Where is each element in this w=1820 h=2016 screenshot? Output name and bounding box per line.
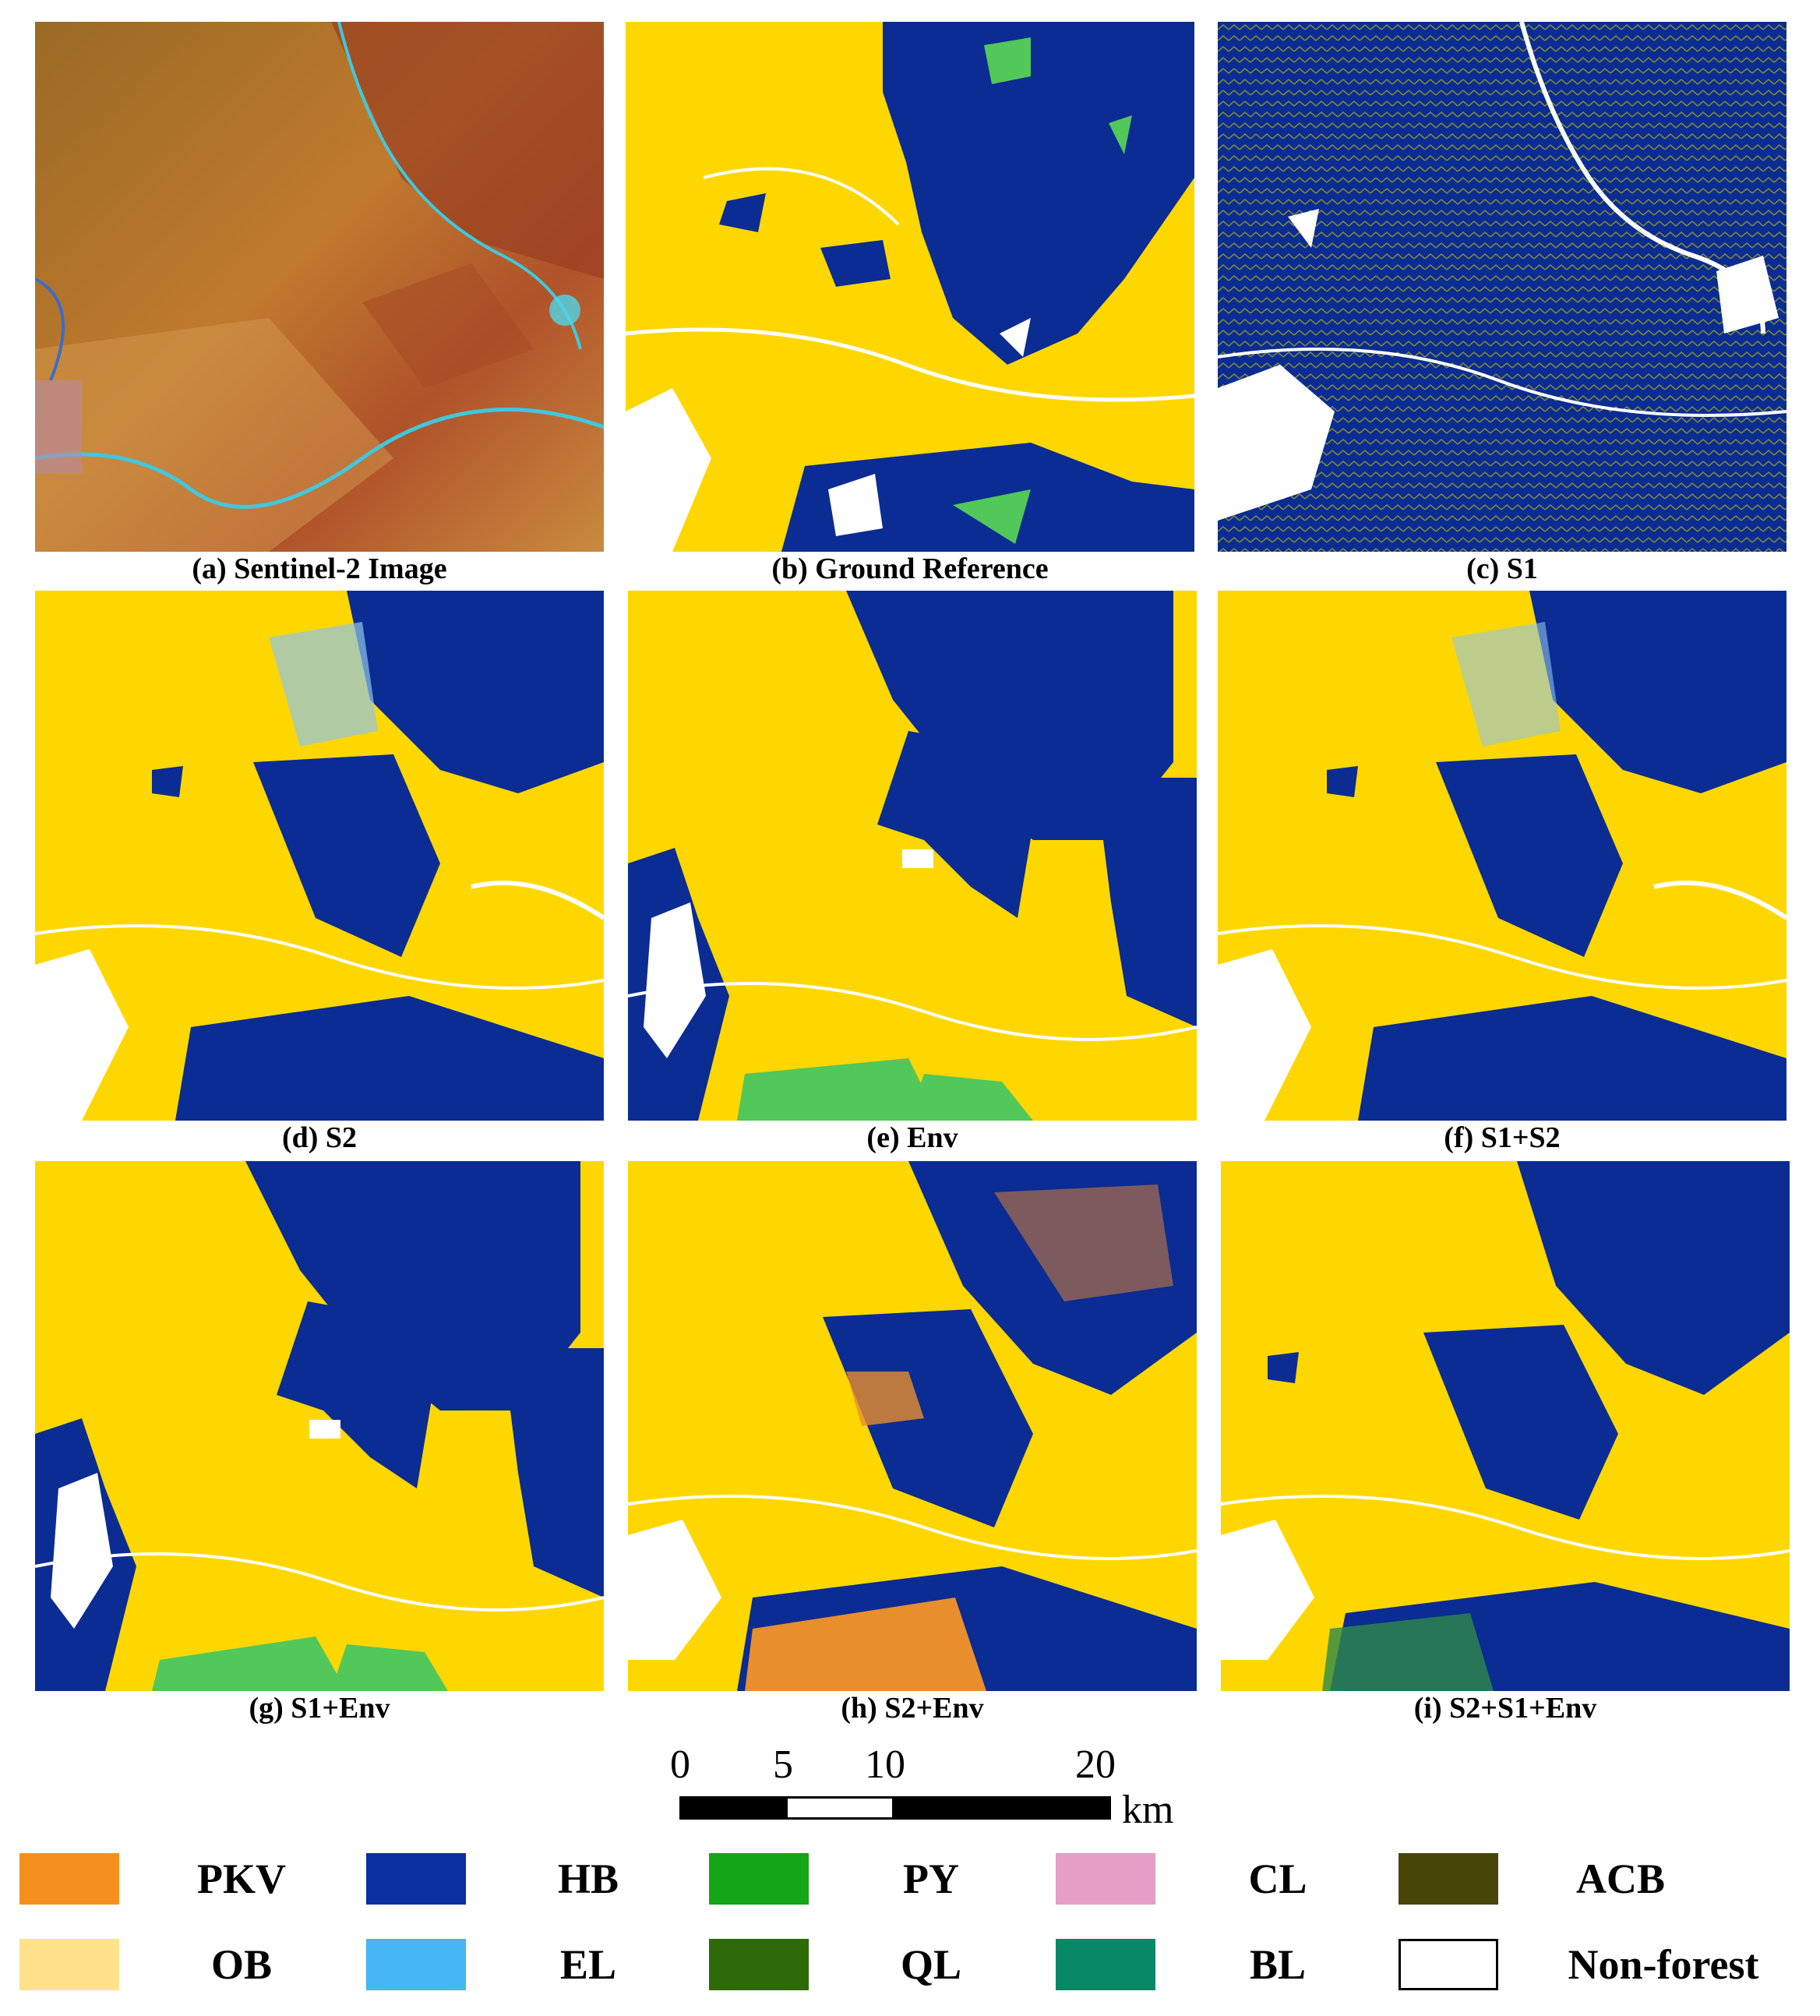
legend-item: CL [1056, 1853, 1383, 1908]
panel-e-env [628, 591, 1197, 1121]
legend-label: OB [210, 1941, 273, 1988]
scale-bar-segment [785, 1796, 894, 1820]
s1-s2-classification-map [1218, 591, 1786, 1121]
legend-swatch [1056, 1939, 1155, 1990]
legend-swatch [1399, 1939, 1498, 1990]
s1-classification-map [1218, 22, 1786, 552]
legend-label: EL [559, 1941, 617, 1988]
legend-item: EL [366, 1939, 693, 1993]
panel-caption: (h) S2+Env [841, 1692, 984, 1725]
legend-label: Non-forest [1568, 1941, 1759, 1988]
legend-item: BL [1056, 1939, 1383, 1993]
legend-label: HB [557, 1855, 619, 1902]
legend-swatch [1056, 1853, 1155, 1905]
panel-caption: (d) S2 [281, 1121, 358, 1154]
panel-f-s1-s2 [1218, 591, 1786, 1121]
scale-bar-segment [893, 1796, 1111, 1820]
legend-swatch [1399, 1853, 1498, 1905]
legend-label: BL [1249, 1941, 1307, 1988]
scale-tick: 20 [1075, 1742, 1116, 1787]
env-classification-map [628, 591, 1197, 1121]
legend-item: PY [709, 1853, 1036, 1908]
legend-item: HB [366, 1853, 693, 1908]
s2-classification-map [35, 591, 604, 1121]
s1-env-classification-map [35, 1161, 604, 1691]
panel-caption: (a) Sentinel-2 Image [192, 553, 447, 585]
panel-g-s1-env [35, 1161, 604, 1691]
panel-caption: (g) S1+Env [249, 1692, 390, 1725]
ground-reference-map [626, 22, 1194, 552]
legend-label: PKV [197, 1855, 286, 1902]
panel-caption: (f) S1+S2 [1444, 1121, 1561, 1154]
scale-tick: 10 [865, 1742, 905, 1787]
s2-s1-env-classification-map [1221, 1161, 1790, 1691]
legend-item: Non-forest [1399, 1939, 1811, 1993]
s2-env-classification-map [628, 1161, 1197, 1691]
scale-tick: 0 [670, 1742, 690, 1787]
legend-swatch [366, 1853, 466, 1905]
panel-d-s2 [35, 591, 604, 1121]
panel-caption: (e) Env [866, 1121, 958, 1154]
scale-tick: 5 [773, 1742, 793, 1787]
legend-label: ACB [1575, 1855, 1665, 1902]
legend-swatch [366, 1939, 466, 1990]
scale-unit: km [1122, 1788, 1174, 1832]
sentinel2-image [35, 22, 604, 552]
legend-label: QL [900, 1941, 962, 1988]
legend-swatch [709, 1853, 809, 1905]
legend-item: ACB [1399, 1853, 1726, 1908]
scale-bar: 0 5 10 20 km [670, 1742, 1215, 1835]
panel-a-sentinel2-image [35, 22, 604, 552]
scale-bar-segment [679, 1796, 787, 1820]
panel-b-ground-reference [626, 22, 1194, 552]
legend-item: QL [709, 1939, 1036, 1993]
legend-swatch [19, 1853, 119, 1905]
panel-caption: (c) S1 [1466, 553, 1538, 585]
legend-swatch [19, 1939, 119, 1990]
legend-item: OB [19, 1939, 347, 1993]
panel-caption: (i) S2+S1+Env [1413, 1692, 1597, 1725]
legend-label: CL [1248, 1855, 1307, 1902]
panel-caption: (b) Ground Reference [771, 553, 1049, 585]
panel-c-s1 [1218, 22, 1786, 552]
panel-h-s2-env [628, 1161, 1197, 1691]
panel-i-s2-s1-env [1221, 1161, 1790, 1691]
legend-label: PY [903, 1855, 959, 1902]
legend-item: PKV [19, 1853, 347, 1908]
legend-swatch [709, 1939, 809, 1990]
